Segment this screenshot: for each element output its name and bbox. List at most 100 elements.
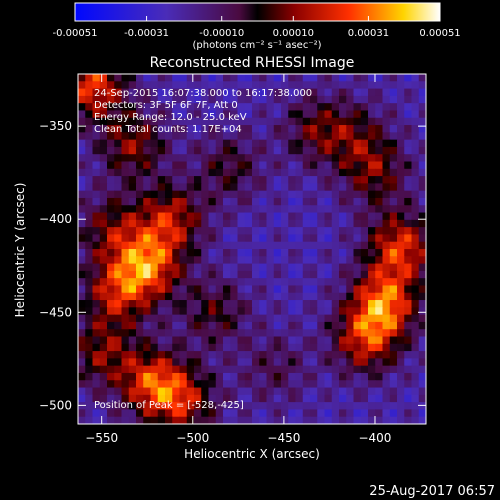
heatmap-cell [172, 270, 181, 279]
heatmap-cell [215, 161, 224, 170]
heatmap-cell [201, 227, 210, 236]
heatmap-cell [310, 183, 318, 192]
heatmap-cell [128, 81, 137, 90]
heatmap-cell [317, 285, 326, 294]
heatmap-cell [339, 300, 347, 308]
heatmap-cell [143, 146, 152, 155]
heatmap-cell [411, 88, 420, 97]
heatmap-cell [273, 176, 282, 184]
heatmap-cell [215, 154, 224, 163]
heatmap-cell [165, 132, 173, 141]
heatmap-cell [186, 256, 195, 265]
heatmap-cell [85, 409, 94, 418]
heatmap-cell [295, 409, 304, 418]
heatmap-cell [331, 372, 340, 381]
heatmap-cell [194, 205, 202, 214]
heatmap-cell [295, 212, 304, 221]
heatmap-cell [128, 241, 137, 250]
heatmap-cell [128, 146, 137, 155]
heatmap-cell [331, 110, 340, 119]
heatmap-cell [237, 372, 246, 381]
heatmap-cell [157, 227, 166, 236]
heatmap-cell [397, 110, 405, 119]
heatmap-cell [281, 343, 289, 352]
heatmap-cell [397, 125, 405, 133]
heatmap-cell [121, 234, 130, 243]
heatmap-cell [281, 117, 289, 126]
heatmap-cell [281, 278, 289, 287]
heatmap-cell [252, 307, 260, 316]
heatmap-cell [114, 365, 123, 374]
heatmap-cell [128, 387, 137, 396]
heatmap-cell [99, 190, 108, 199]
heatmap-cell [143, 343, 152, 352]
heatmap-cell [317, 234, 326, 243]
heatmap-cell [172, 278, 181, 287]
heatmap-cell [107, 351, 115, 359]
heatmap-cell [128, 190, 137, 199]
heatmap-cell [136, 117, 144, 126]
heatmap-cell [353, 380, 362, 389]
heatmap-cell [78, 125, 86, 133]
heatmap-cell [404, 161, 413, 170]
heatmap-cell [172, 95, 181, 104]
heatmap-cell [208, 365, 217, 374]
heatmap-cell [208, 176, 217, 184]
heatmap-cell [78, 292, 86, 301]
heatmap-cell [259, 300, 268, 308]
heatmap-cell [114, 154, 123, 163]
heatmap-cell [223, 117, 231, 126]
heatmap-cell [172, 154, 181, 163]
heatmap-cell [382, 292, 391, 301]
heatmap-cell [382, 183, 391, 192]
heatmap-cell [411, 183, 420, 192]
heatmap-cell [389, 249, 398, 257]
heatmap-cell [223, 292, 231, 301]
heatmap-cell [368, 234, 376, 243]
heatmap-cell [78, 409, 86, 418]
heatmap-cell [273, 387, 282, 396]
heatmap-cell [324, 343, 333, 352]
heatmap-cell [179, 219, 188, 228]
heatmap-cell [375, 365, 384, 374]
heatmap-cell [259, 125, 268, 133]
heatmap-cell [418, 249, 426, 257]
heatmap-cell [368, 329, 376, 338]
heatmap-cell [266, 351, 275, 359]
heatmap-cell [404, 183, 413, 192]
heatmap-cell [404, 197, 413, 206]
heatmap-cell [230, 139, 239, 148]
heatmap-cell [295, 139, 304, 148]
heatmap-cell [266, 300, 275, 308]
heatmap-cell [223, 110, 231, 119]
heatmap-cell [230, 205, 239, 214]
heatmap-cell [223, 146, 231, 155]
heatmap-cell [252, 394, 260, 403]
heatmap-cell [389, 88, 398, 97]
heatmap-cell [266, 394, 275, 403]
heatmap-cell [324, 292, 333, 301]
heatmap-cell [107, 241, 115, 250]
heatmap-cell [143, 74, 152, 82]
heatmap-cell [78, 117, 86, 126]
heatmap-cell [114, 95, 123, 104]
heatmap-cell [99, 314, 108, 323]
heatmap-cell [136, 307, 144, 316]
heatmap-cell [121, 380, 130, 389]
heatmap-cell [136, 394, 144, 403]
heatmap-cell [339, 321, 347, 330]
heatmap-cell [143, 249, 152, 257]
heatmap-cell [128, 212, 137, 221]
heatmap-cell [375, 307, 384, 316]
heatmap-cell [157, 74, 166, 82]
heatmap-cell [143, 241, 152, 250]
heatmap-cell [346, 402, 355, 411]
heatmap-cell [397, 343, 405, 352]
heatmap-cell [324, 314, 333, 323]
heatmap-cell [78, 205, 86, 214]
heatmap-cell [230, 103, 239, 112]
heatmap-cell [259, 205, 268, 214]
heatmap-cell [389, 190, 398, 199]
heatmap-cell [389, 154, 398, 163]
heatmap-cell [150, 197, 159, 206]
